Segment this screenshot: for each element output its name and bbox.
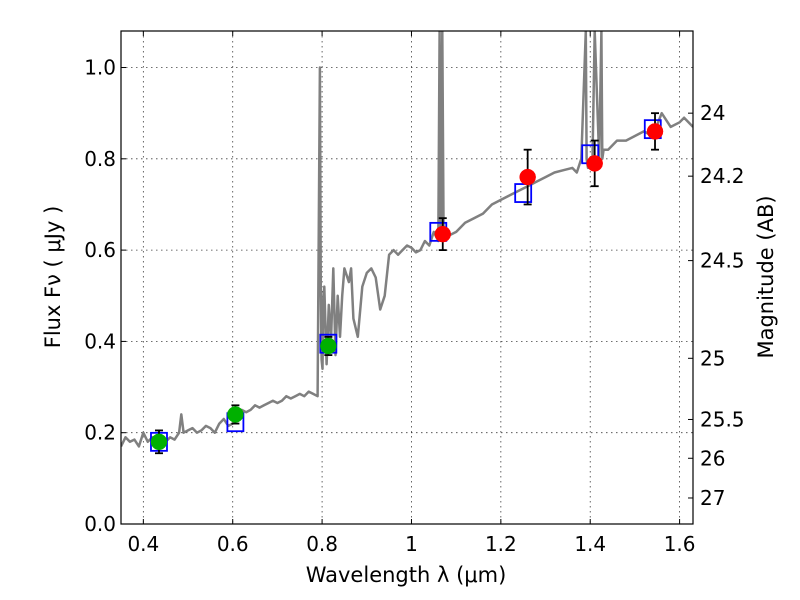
y2-tick-label: 24.2 (700, 164, 745, 188)
y2-tick-label: 24.5 (700, 249, 745, 273)
optical-point (227, 406, 244, 423)
nir-point (519, 168, 536, 186)
model-point (514, 183, 533, 203)
y2-tick-label: 26 (700, 446, 725, 470)
grid (121, 31, 693, 525)
y2-tick-label: 25.5 (700, 407, 745, 431)
y-tick-label: 0.2 (84, 421, 116, 445)
optical-point (320, 337, 337, 355)
y2-tick-label: 27 (700, 486, 725, 510)
model-spectrum-line (121, 31, 693, 448)
axes (120, 30, 694, 525)
nir-point (434, 225, 451, 243)
x-tick-label: 1.2 (485, 532, 517, 556)
y-tick-label: 0.4 (84, 329, 116, 353)
plot-area (121, 31, 693, 455)
y2-tick-label: 25 (700, 346, 725, 370)
optical-point (150, 433, 168, 451)
x-tick-label: 1.4 (574, 532, 606, 556)
x-tick-label: 0.6 (217, 532, 249, 556)
y2-axis-title: Magnitude (AB) (754, 195, 778, 358)
y2-tick-label: 24 (700, 101, 725, 125)
nir-point (646, 123, 664, 140)
x-tick-label: 1 (405, 532, 418, 556)
tick-labels: 0.4 0.6 0.8 1 1.2 1.4 1.6 0.0 0.2 0.4 0.6 0.8 1.0 24 2… (84, 56, 744, 556)
tick-marks (121, 31, 693, 525)
y-axis-title: Flux Fν ( μJy ) (41, 206, 65, 349)
y-tick-label: 0.8 (84, 147, 116, 171)
x-tick-label: 0.8 (306, 532, 338, 556)
x-tick-label: 1.6 (664, 532, 696, 556)
x-tick-label: 0.4 (127, 532, 159, 556)
plot-frame (120, 30, 694, 525)
y-tick-label: 1.0 (84, 56, 116, 80)
x-axis-title: Wavelength λ (μm) (306, 563, 507, 587)
y-tick-label: 0.0 (84, 512, 116, 536)
y-tick-label: 0.6 (84, 238, 116, 262)
nir-point (586, 155, 603, 172)
